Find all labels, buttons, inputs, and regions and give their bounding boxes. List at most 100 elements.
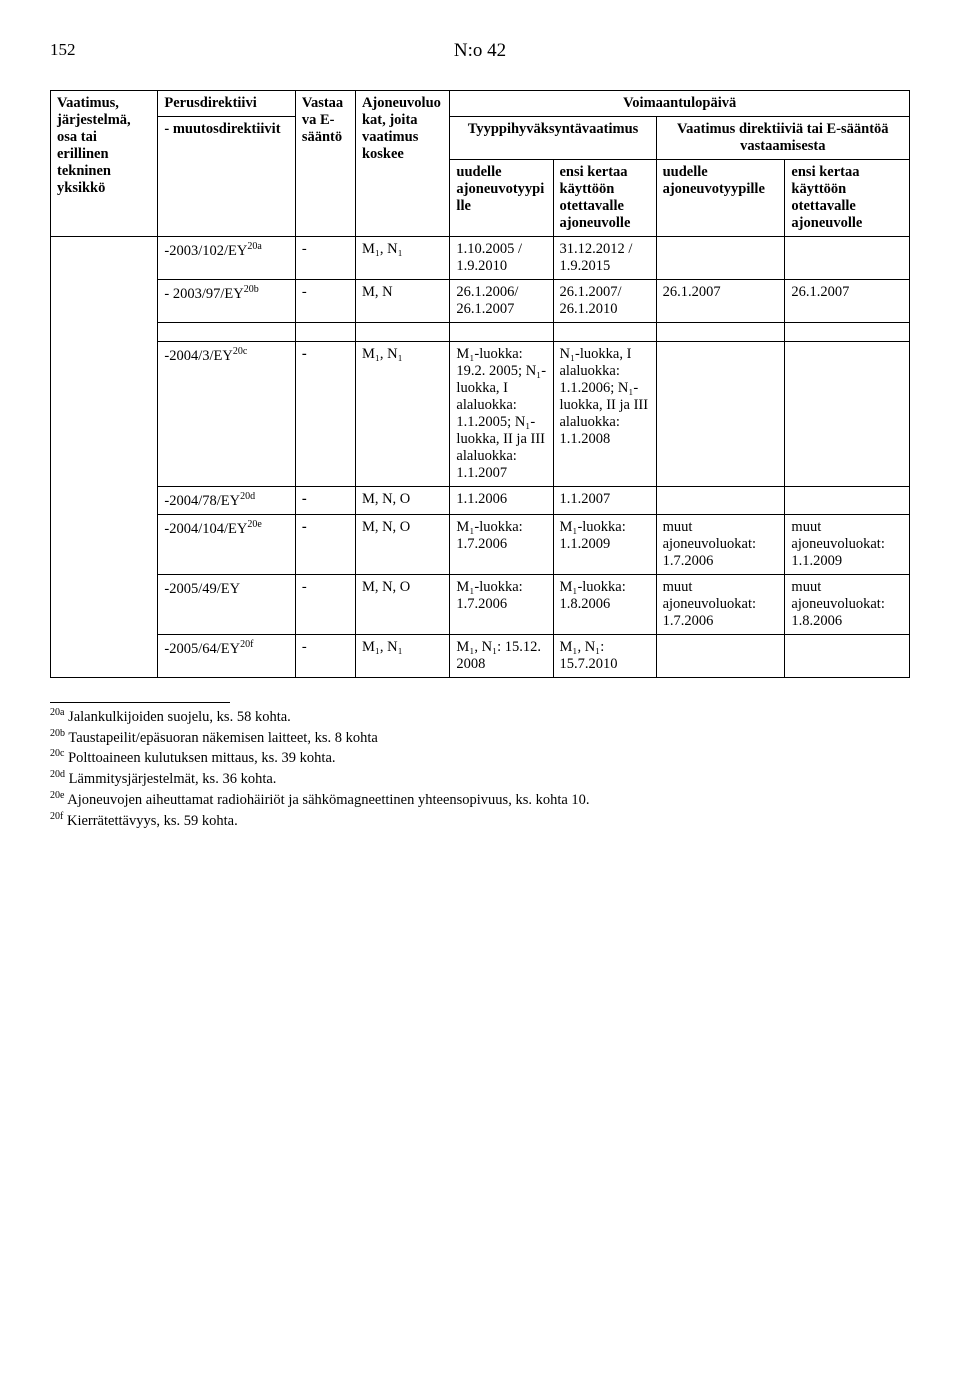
cell-directive: - 2003/97/EY20b [158, 280, 295, 323]
cell: muut ajoneuvoluokat: 1.7.2006 [656, 514, 785, 574]
col-header-vehicle-classes: Ajoneuvoluokat, joita vaatimus koskee [355, 91, 449, 237]
cell: - [295, 514, 355, 574]
directive-text: -2004/104/EY [164, 521, 247, 537]
cell: M₁-luokka: 1.7.2006 [450, 574, 553, 634]
cell-directive: -2004/78/EY20d [158, 487, 295, 515]
cell [785, 487, 910, 515]
directive-text: - 2003/97/EY [164, 286, 243, 302]
footnote-ref: 20e [247, 519, 261, 530]
footnote-ref: 20d [240, 491, 255, 502]
footnote-divider [50, 702, 230, 703]
cell: M₁, N₁: 15.7.2010 [553, 634, 656, 677]
footnote-text: Jalankulkijoiden suojelu, ks. 58 kohta. [64, 709, 290, 725]
cell: - [295, 574, 355, 634]
footnote: 20c Polttoaineen kulutuksen mittaus, ks.… [50, 748, 910, 767]
cell [785, 237, 910, 280]
directive-text: -2005/49/EY [164, 581, 240, 597]
spacer-row [51, 323, 910, 342]
footnotes: 20a Jalankulkijoiden suojelu, ks. 58 koh… [50, 702, 910, 830]
footnote: 20d Lämmitysjärjestelmät, ks. 36 kohta. [50, 769, 910, 788]
cell: M, N, O [355, 514, 449, 574]
col-header-base-directive: Perusdirektiivi [158, 91, 295, 117]
footnote-num: 20c [50, 748, 64, 759]
footnote: 20b Taustapeilit/epäsuoran näkemisen lai… [50, 728, 910, 747]
cell: M₁, N₁: 15.12. 2008 [450, 634, 553, 677]
cell: 1.10.2005 / 1.9.2010 [450, 237, 553, 280]
cell: 26.1.2007/ 26.1.2010 [553, 280, 656, 323]
cell: 26.1.2007 [785, 280, 910, 323]
col-header-amendment: - muutosdirektiivit [158, 117, 295, 237]
cell: M₁-luokka: 1.1.2009 [553, 514, 656, 574]
footnote-text: Lämmitysjärjestelmät, ks. 36 kohta. [65, 771, 276, 787]
cell: 31.12.2012 / 1.9.2015 [553, 237, 656, 280]
cell: M₁-luokka: 19.2. 2005; N₁-luokka, I alal… [450, 342, 553, 487]
cell: - [295, 634, 355, 677]
cell [656, 634, 785, 677]
col-header-directive-req: Vaatimus direktiiviä tai E-sääntöä vasta… [656, 117, 909, 160]
cell: M₁-luokka: 1.8.2006 [553, 574, 656, 634]
footnote: 20f Kierrätettävyys, ks. 59 kohta. [50, 811, 910, 830]
footnote-text: Taustapeilit/epäsuoran näkemisen laittee… [65, 729, 378, 745]
col-header-new-type-2: uudelle ajoneuvotyypille [656, 160, 785, 237]
cell [656, 237, 785, 280]
footnote-text: Ajoneuvojen aiheuttamat radiohäiriöt ja … [64, 792, 589, 808]
header-row-1: Vaatimus, järjestelmä, osa tai erillinen… [51, 91, 910, 117]
cell: muut ajoneuvoluokat: 1.1.2009 [785, 514, 910, 574]
cell [656, 342, 785, 487]
header-row-2: - muutosdirektiivit Tyyppihyväksyntävaat… [51, 117, 910, 160]
doc-number: N:o 42 [454, 40, 506, 62]
cell: muut ajoneuvoluokat: 1.7.2006 [656, 574, 785, 634]
footnote-ref: 20b [244, 284, 259, 295]
col-header-e-rule: Vastaava E-sääntö [295, 91, 355, 237]
footnote-text: Kierrätettävyys, ks. 59 kohta. [63, 813, 237, 829]
table-row: -2004/3/EY20c - M₁, N₁ M₁-luokka: 19.2. … [51, 342, 910, 487]
footnote-ref: 20f [240, 639, 253, 650]
cell [785, 342, 910, 487]
cell: muut ajoneuvoluokat: 1.8.2006 [785, 574, 910, 634]
cell: 26.1.2007 [656, 280, 785, 323]
cell: 1.1.2007 [553, 487, 656, 515]
col-header-type-approval: Tyyppihyväksyntävaatimus [450, 117, 656, 160]
cell: M₁-luokka: 1.7.2006 [450, 514, 553, 574]
col-header-first-use: ensi kertaa käyttöön otettavalle ajoneuv… [553, 160, 656, 237]
cell: 1.1.2006 [450, 487, 553, 515]
footnote: 20e Ajoneuvojen aiheuttamat radiohäiriöt… [50, 790, 910, 809]
page-header: 152 N:o 42 [50, 40, 910, 70]
table-row: -2005/49/EY - M, N, O M₁-luokka: 1.7.200… [51, 574, 910, 634]
cell [785, 634, 910, 677]
page-number: 152 [50, 40, 76, 60]
directive-text: -2004/3/EY [164, 348, 232, 364]
cell: M₁, N₁ [355, 237, 449, 280]
table-row: -2004/78/EY20d - M, N, O 1.1.2006 1.1.20… [51, 487, 910, 515]
cell-empty-requirement [51, 237, 158, 678]
cell: - [295, 487, 355, 515]
footnote-ref: 20a [247, 241, 261, 252]
cell-directive: -2004/104/EY20e [158, 514, 295, 574]
footnote: 20a Jalankulkijoiden suojelu, ks. 58 koh… [50, 707, 910, 726]
footnote-num: 20f [50, 811, 63, 822]
footnote-num: 20b [50, 728, 65, 739]
cell: M, N, O [355, 574, 449, 634]
table-row: - 2003/97/EY20b - M, N 26.1.2006/ 26.1.2… [51, 280, 910, 323]
directive-text: -2005/64/EY [164, 641, 240, 657]
cell: - [295, 342, 355, 487]
cell: M₁, N₁ [355, 634, 449, 677]
col-header-requirement: Vaatimus, järjestelmä, osa tai erillinen… [51, 91, 158, 237]
table-row: -2005/64/EY20f - M₁, N₁ M₁, N₁: 15.12. 2… [51, 634, 910, 677]
directive-text: -2003/102/EY [164, 243, 247, 259]
footnote-text: Polttoaineen kulutuksen mittaus, ks. 39 … [64, 750, 335, 766]
cell: 26.1.2006/ 26.1.2007 [450, 280, 553, 323]
cell: M, N [355, 280, 449, 323]
footnote-num: 20a [50, 707, 64, 718]
cell: - [295, 280, 355, 323]
footnote-ref: 20c [233, 346, 247, 357]
col-header-new-type: uudelle ajoneuvotyypille [450, 160, 553, 237]
footnote-num: 20d [50, 769, 65, 780]
cell: M, N, O [355, 487, 449, 515]
cell-directive: -2003/102/EY20a [158, 237, 295, 280]
directive-text: -2004/78/EY [164, 493, 240, 509]
table-row: -2004/104/EY20e - M, N, O M₁-luokka: 1.7… [51, 514, 910, 574]
footnote-num: 20e [50, 790, 64, 801]
main-table: Vaatimus, järjestelmä, osa tai erillinen… [50, 90, 910, 678]
cell: - [295, 237, 355, 280]
